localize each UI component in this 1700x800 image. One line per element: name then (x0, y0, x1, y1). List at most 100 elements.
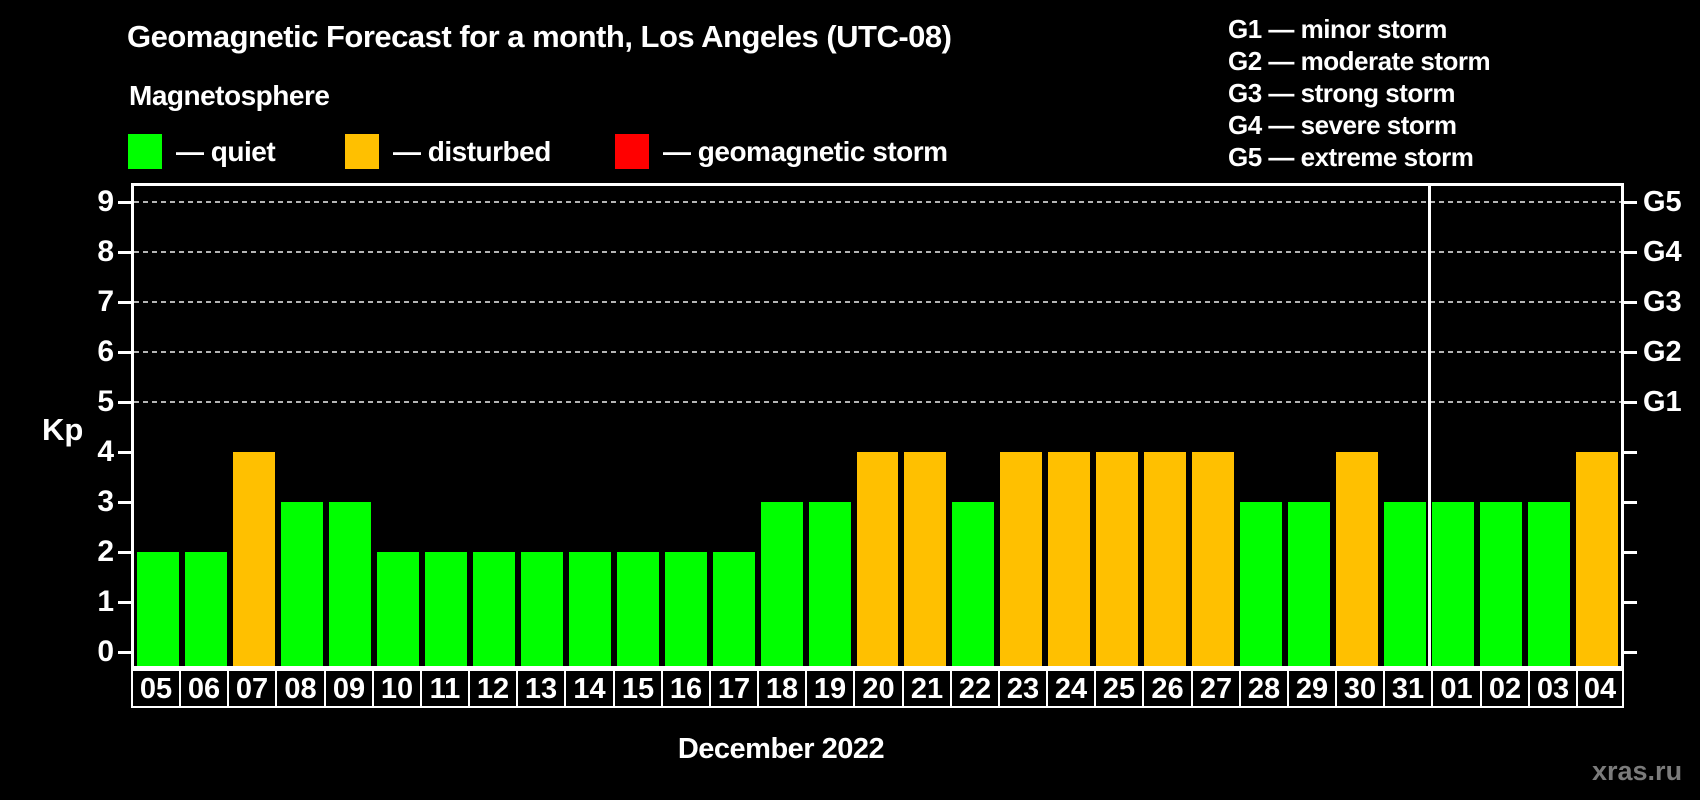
g-legend-line-2: G2 — moderate storm (1228, 46, 1491, 76)
month-separator (1427, 186, 1431, 666)
g-axis-label-G2: G2 (1643, 336, 1682, 368)
legend-swatch-quiet (128, 134, 162, 169)
y-axis-title: Kp (42, 412, 84, 447)
day-label-18: 18 (757, 669, 807, 708)
bar-day-14 (568, 552, 611, 666)
gridline-kp-7 (134, 301, 1621, 303)
day-label-24: 24 (1046, 669, 1096, 708)
legend-item-quiet: — quiet (128, 134, 276, 169)
y-tick-right-2 (1624, 550, 1637, 554)
g-legend-line-1: G1 — minor storm (1228, 14, 1447, 44)
bar-day-09 (328, 502, 371, 666)
y-tick-label-1: 1 (97, 585, 114, 618)
g-legend-line-3: G3 — strong storm (1228, 78, 1455, 108)
bar-day-22 (952, 502, 995, 666)
bar-day-13 (520, 552, 563, 666)
bar-day-18 (760, 502, 803, 666)
bar-day-26 (1144, 452, 1187, 666)
legend-label-storm: — geomagnetic storm (663, 135, 948, 167)
plot-area (131, 183, 1624, 669)
day-label-08: 08 (275, 669, 326, 708)
bar-day-04 (1576, 452, 1618, 666)
bar-day-11 (424, 552, 467, 666)
y-tick-right-6 (1624, 350, 1637, 354)
day-label-01: 01 (1431, 669, 1482, 708)
bar-day-01 (1432, 502, 1475, 666)
legend-item-storm: — geomagnetic storm (615, 134, 948, 169)
bar-day-08 (280, 502, 323, 666)
y-tick-left-7 (118, 300, 131, 304)
bar-day-19 (808, 502, 851, 666)
day-label-07: 07 (227, 669, 277, 708)
y-tick-left-0 (118, 650, 131, 654)
y-tick-left-3 (118, 500, 131, 504)
y-tick-label-5: 5 (97, 385, 114, 418)
day-label-29: 29 (1287, 669, 1337, 708)
y-tick-right-9 (1624, 200, 1637, 204)
day-label-17: 17 (709, 669, 759, 708)
y-tick-left-4 (118, 450, 131, 454)
bar-day-21 (904, 452, 947, 666)
y-tick-label-8: 8 (97, 235, 114, 268)
day-label-05: 05 (131, 669, 181, 708)
bar-day-20 (856, 452, 899, 666)
day-label-22: 22 (950, 669, 1000, 708)
g-axis-label-G3: G3 (1643, 286, 1682, 318)
day-label-28: 28 (1239, 669, 1289, 708)
bar-day-25 (1096, 452, 1139, 666)
day-label-30: 30 (1335, 669, 1385, 708)
y-tick-left-5 (118, 400, 131, 404)
bar-day-05 (137, 552, 179, 666)
bar-day-07 (232, 452, 275, 666)
day-label-04: 04 (1576, 669, 1624, 708)
x-axis-day-labels: 05 06 07 08 09 10 11 12 13 14 15 16 17 18 19 20 21 22 23 24… (131, 669, 1624, 708)
y-tick-label-9: 9 (97, 185, 114, 218)
y-tick-left-6 (118, 350, 131, 354)
y-tick-right-8 (1624, 250, 1637, 254)
gridline-kp-6 (134, 351, 1621, 353)
bar-day-23 (1000, 452, 1043, 666)
day-label-21: 21 (902, 669, 952, 708)
gridline-kp-9 (134, 201, 1621, 203)
y-tick-left-8 (118, 250, 131, 254)
g-legend-line-4: G4 — severe storm (1228, 110, 1457, 140)
y-tick-right-7 (1624, 300, 1637, 304)
g-scale-legend: G1 — minor storm G2 — moderate storm G3 — … (1228, 13, 1491, 173)
day-label-02: 02 (1480, 669, 1530, 708)
bar-day-31 (1384, 502, 1427, 666)
y-tick-left-2 (118, 550, 131, 554)
legend-item-disturbed: — disturbed (345, 134, 551, 169)
g-axis-label-G1: G1 (1643, 386, 1682, 418)
y-tick-label-3: 3 (97, 485, 114, 518)
day-label-09: 09 (324, 669, 374, 708)
day-label-10: 10 (372, 669, 422, 708)
bar-day-27 (1192, 452, 1235, 666)
bar-day-15 (616, 552, 659, 666)
day-label-06: 06 (179, 669, 229, 708)
bar-day-28 (1240, 502, 1283, 666)
day-label-11: 11 (420, 669, 470, 708)
day-label-31: 31 (1383, 669, 1433, 708)
bar-day-06 (184, 552, 227, 666)
bar-day-30 (1336, 452, 1379, 666)
day-label-19: 19 (805, 669, 855, 708)
legend-label-quiet: — quiet (176, 135, 276, 167)
day-label-12: 12 (468, 669, 518, 708)
y-tick-right-0 (1624, 650, 1637, 654)
y-tick-right-1 (1624, 600, 1637, 604)
legend-swatch-storm (615, 134, 649, 169)
day-label-03: 03 (1528, 669, 1578, 708)
day-label-26: 26 (1142, 669, 1193, 708)
bar-day-24 (1048, 452, 1091, 666)
bar-day-16 (664, 552, 707, 666)
g-axis-label-G5: G5 (1643, 186, 1682, 218)
gridline-kp-5 (134, 401, 1621, 403)
day-label-16: 16 (661, 669, 711, 708)
y-tick-right-3 (1624, 500, 1637, 504)
day-label-20: 20 (853, 669, 904, 708)
y-tick-label-7: 7 (97, 285, 114, 318)
day-label-23: 23 (998, 669, 1048, 708)
y-tick-right-4 (1624, 450, 1637, 454)
g-legend-line-5: G5 — extreme storm (1228, 142, 1474, 172)
